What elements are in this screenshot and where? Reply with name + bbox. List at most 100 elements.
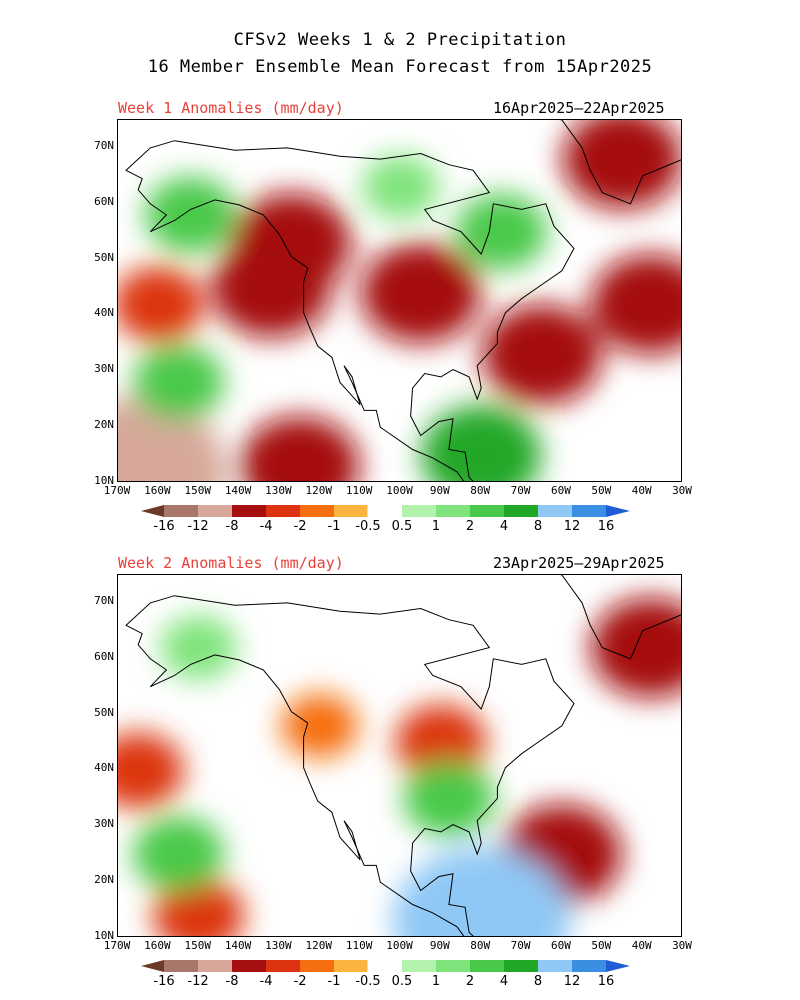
week1-map [117, 119, 682, 482]
anomaly-region-9 [160, 615, 238, 680]
lat-tick-label: 50N [94, 250, 114, 264]
anomaly-region-5 [153, 877, 245, 936]
anomaly-region-6 [132, 816, 225, 893]
anomaly-region-0 [118, 266, 204, 343]
anomaly-region-12 [132, 344, 225, 421]
colorbar-segment [266, 960, 300, 972]
lat-tick-label: 70N [94, 138, 114, 152]
week2-label: Week 2 Anomalies (mm/day) [118, 554, 344, 572]
colorbar-segment [334, 505, 368, 517]
anomaly-region-4 [590, 597, 681, 698]
lon-tick-label: 170W [103, 939, 131, 952]
colorbar-tick-label: -2 [293, 974, 307, 989]
week2-map [117, 574, 682, 937]
anomaly-region-7 [403, 760, 495, 837]
week1-dates: 16Apr2025–22Apr2025 [493, 99, 665, 117]
colorbar-tick-label: 2 [465, 519, 475, 534]
lon-tick-label: 110W [345, 484, 373, 497]
lon-tick-label: 100W [386, 484, 413, 497]
anomaly-field [118, 575, 681, 936]
lon-tick-label: 150W [184, 484, 211, 497]
lat-tick-label: 30N [94, 817, 114, 831]
colorbar-tick-label: -12 [187, 974, 209, 989]
week1-colorbar: -16 -12 -8 -4 -2 -1 -0.5 0.5 1 2 4 8 12 16 [140, 503, 632, 534]
colorbar-segment [198, 960, 232, 972]
colorbar-segment [367, 504, 403, 518]
lon-tick-label: 80W [470, 939, 491, 952]
anomaly-field [118, 120, 681, 481]
anomaly-region-13 [421, 405, 542, 481]
lon-tick-label: 140W [224, 484, 252, 497]
colorbar-segment [266, 505, 300, 517]
chart-title: CFSv2 Weeks 1 & 2 Precipitation [233, 30, 567, 50]
lon-tick-label: 70W [510, 939, 531, 952]
colorbar-tick-label: -1 [327, 974, 341, 989]
colorbar-segment [164, 505, 198, 517]
colorbar-segment [367, 959, 403, 973]
colorbar-segment [606, 960, 630, 972]
lat-tick-label: 20N [94, 418, 114, 432]
colorbar-segment [572, 960, 606, 972]
lon-tick-label: 110W [345, 939, 373, 952]
chart-subtitle: 16 Member Ensemble Mean Forecast from 15… [147, 57, 653, 77]
colorbar-segment [198, 505, 232, 517]
lon-tick-label: 40W [631, 939, 652, 952]
lon-tick-label: 40W [631, 484, 652, 497]
lon-tick-label: 130W [265, 484, 292, 497]
lat-tick-label: 70N [94, 593, 114, 607]
lon-tick-label: 50W [591, 939, 612, 952]
lon-tick-label: 100W [386, 939, 413, 952]
lon-tick-label: 160W [144, 484, 171, 497]
lon-tick-label: 50W [591, 484, 612, 497]
colorbar-tick-label: -0.5 [355, 519, 381, 534]
north-america-outline [125, 140, 575, 481]
colorbar-tick-label: 4 [499, 974, 509, 989]
anomaly-region-5 [590, 254, 681, 355]
lat-tick-label: 40N [94, 306, 114, 320]
lon-tick-label: 70W [510, 484, 531, 497]
colorbar-tick-label: -4 [259, 974, 273, 989]
anomaly-region-10 [362, 155, 439, 219]
lon-tick-label: 160W [144, 939, 171, 952]
anomaly-region-8 [392, 847, 570, 936]
colorbar-segment [504, 505, 538, 517]
anomaly-region-2 [395, 704, 487, 781]
lon-tick-label: 130W [265, 939, 292, 952]
colorbar-tick-label: -0.5 [355, 974, 381, 989]
lon-tick-label: 30W [672, 939, 692, 952]
colorbar-segment [232, 960, 266, 972]
lat-tick-label: 10N [94, 474, 114, 487]
anomaly-region-7 [239, 416, 360, 481]
lon-tick-label: 30W [672, 484, 692, 497]
week2-dates: 23Apr2025–29Apr2025 [493, 554, 665, 572]
lon-tick-label: 120W [305, 939, 333, 952]
lon-tick-label: 60W [550, 939, 571, 952]
colorbar-segment [538, 960, 572, 972]
colorbar-tick-label: 16 [597, 519, 615, 534]
greenland-outline [560, 575, 681, 660]
lon-tick-label: 170W [103, 484, 131, 497]
colorbar-tick-label: -8 [225, 974, 239, 989]
colorbar-tick-label: 0.5 [391, 519, 413, 534]
week2-colorbar: -16 -12 -8 -4 -2 -1 -0.5 0.5 1 2 4 8 12 16 [140, 958, 632, 989]
colorbar-swatches [141, 959, 630, 973]
colorbar-segment [141, 960, 164, 972]
colorbar-segment [300, 960, 334, 972]
colorbar-tick-label: -16 [153, 974, 175, 989]
colorbar-segment [436, 960, 470, 972]
colorbar-tick-label: -2 [293, 519, 307, 534]
lon-tick-label: 150W [184, 939, 211, 952]
colorbar-segment [606, 505, 630, 517]
colorbar-tick-label: -1 [327, 519, 341, 534]
lon-tick-label: 120W [305, 484, 333, 497]
colorbar-tick-label: -12 [187, 519, 209, 534]
colorbar-tick-label: 1 [431, 974, 441, 989]
colorbar-segment [470, 960, 504, 972]
colorbar-segment [164, 960, 198, 972]
colorbar-segment [572, 505, 606, 517]
colorbar-segment [504, 960, 538, 972]
colorbar-segment [470, 505, 504, 517]
colorbar-swatches [141, 504, 630, 518]
colorbar-segment [436, 505, 470, 517]
colorbar-segment [538, 505, 572, 517]
